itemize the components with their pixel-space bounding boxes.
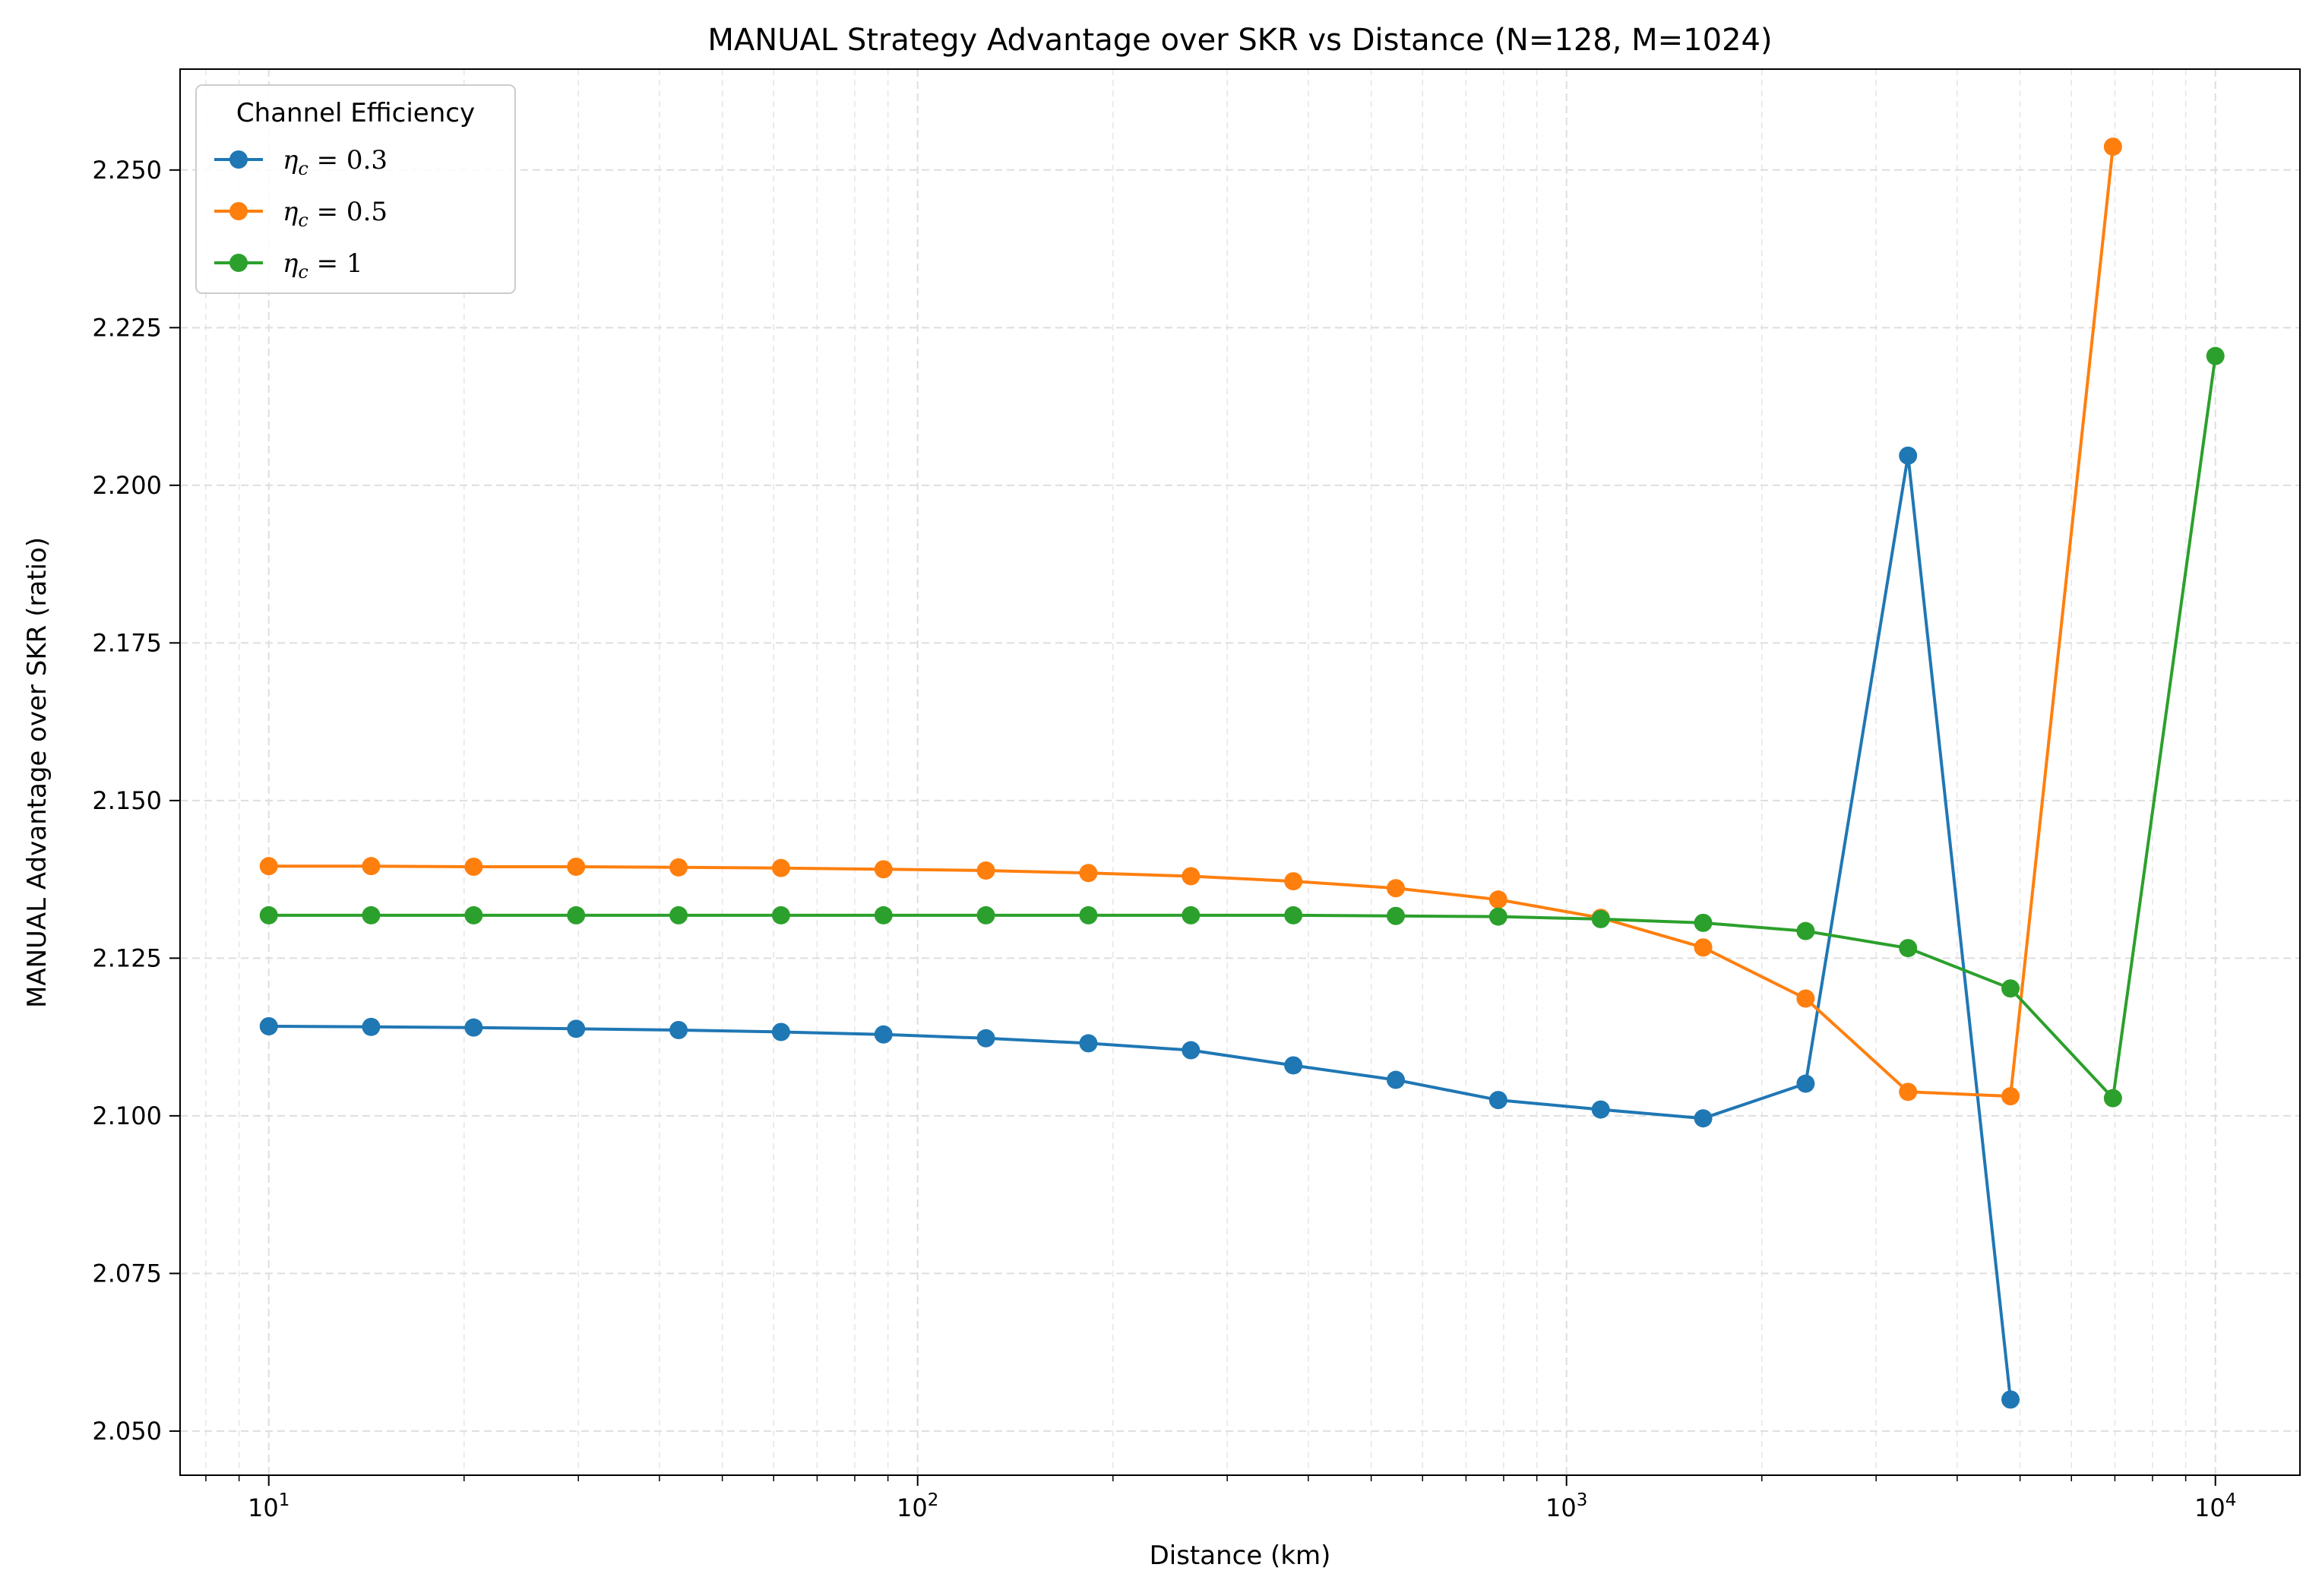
x-tick-label: 102 (897, 1490, 938, 1522)
data-point (976, 905, 995, 924)
data-point (1182, 1041, 1201, 1060)
data-point (771, 905, 790, 924)
data-point (874, 1025, 893, 1044)
x-axis-label: Distance (km) (1150, 1541, 1331, 1571)
data-point (259, 905, 278, 924)
data-point (1284, 872, 1303, 891)
data-point (1079, 1034, 1098, 1053)
data-point (567, 905, 586, 924)
data-point (259, 857, 278, 876)
data-point (259, 1017, 278, 1036)
legend-entry: ηc = 0.3 (214, 145, 388, 179)
data-point (1488, 1091, 1507, 1110)
data-point (669, 858, 688, 877)
data-point (362, 1017, 381, 1036)
data-point (2103, 1089, 2122, 1108)
series-line (268, 454, 2012, 1400)
data-point (771, 1022, 790, 1041)
x-tick-label: 101 (248, 1490, 289, 1522)
data-point (2001, 1390, 2020, 1409)
data-point (1899, 446, 1918, 465)
tick-labels: 101 102 103 104 2.050 2.075 2.100 2.125 2.150 2.1… (92, 156, 2236, 1522)
y-tick-label: 2.225 (92, 313, 162, 342)
legend-marker (229, 254, 248, 272)
y-tick-label: 2.200 (92, 471, 162, 500)
y-tick-label: 2.075 (92, 1259, 162, 1288)
minor-gridlines (205, 69, 2187, 1475)
series-line (268, 356, 2217, 1100)
series-3 (259, 346, 2225, 1108)
data-point (567, 1019, 586, 1038)
legend-title: Channel Efficiency (236, 98, 475, 128)
legend-label: ηc = 1 (283, 248, 363, 283)
data-point (874, 905, 893, 924)
data-point (1591, 1100, 1610, 1119)
data-point (771, 858, 790, 877)
data-point (669, 1020, 688, 1039)
data-point (1488, 907, 1507, 926)
data-point (874, 860, 893, 879)
data-point (1796, 989, 1815, 1008)
data-point (1899, 1082, 1918, 1101)
data-point (1079, 864, 1098, 883)
data-point (1182, 867, 1201, 886)
y-axis-label: MANUAL Advantage over SKR (ratio) (22, 537, 52, 1008)
y-tick-label: 2.050 (92, 1417, 162, 1446)
data-point (1591, 909, 1610, 928)
data-point (976, 1029, 995, 1048)
data-point (2103, 137, 2122, 156)
y-tick-label: 2.150 (92, 786, 162, 815)
data-point (1694, 938, 1713, 957)
data-point (2001, 1087, 2020, 1106)
series-1 (259, 446, 2020, 1409)
data-point (1796, 1074, 1815, 1093)
data-point (2206, 346, 2225, 365)
data-point (1079, 905, 1098, 924)
data-point (362, 857, 381, 876)
legend-label: ηc = 0.5 (283, 197, 388, 231)
legend-entries: ηc = 0.3 ηc = 0.5 ηc = 1 (214, 145, 388, 283)
y-tick-label: 2.175 (92, 628, 162, 657)
data-point (1796, 921, 1815, 940)
chart-title: MANUAL Strategy Advantage over SKR vs Di… (707, 23, 1772, 58)
legend-box (195, 84, 516, 294)
data-point (669, 905, 688, 924)
data-point (1386, 1070, 1405, 1089)
legend-marker (229, 150, 248, 169)
y-tick-label: 2.250 (92, 156, 162, 185)
data-point (464, 858, 483, 877)
data-point (1284, 905, 1303, 924)
data-point (464, 905, 483, 924)
data-point (1694, 913, 1713, 932)
legend-marker (229, 202, 248, 220)
data-point (1899, 939, 1918, 958)
data-point (1694, 1109, 1713, 1128)
series-layer (259, 137, 2225, 1409)
data-point (362, 905, 381, 924)
y-tick-label: 2.125 (92, 943, 162, 972)
plot-area-frame (179, 68, 2301, 1476)
data-point (1488, 890, 1507, 909)
legend-entry: ηc = 0.5 (214, 197, 388, 231)
y-tick-label: 2.100 (92, 1101, 162, 1130)
data-point (976, 861, 995, 880)
legend-entry: ηc = 1 (214, 248, 363, 283)
data-point (1386, 906, 1405, 925)
data-point (1386, 879, 1405, 898)
legend-label: ηc = 0.3 (283, 145, 388, 179)
x-tick-label: 103 (1545, 1490, 1587, 1522)
x-tick-label: 104 (2194, 1490, 2236, 1522)
data-point (1284, 1056, 1303, 1075)
data-point (567, 858, 586, 877)
data-point (1182, 905, 1201, 924)
axis-ticks (169, 169, 2216, 1486)
data-point (464, 1018, 483, 1037)
legend: Channel Efficiency ηc = 0.3ηc = 0.5ηc = … (195, 84, 516, 294)
data-point (2001, 979, 2020, 998)
